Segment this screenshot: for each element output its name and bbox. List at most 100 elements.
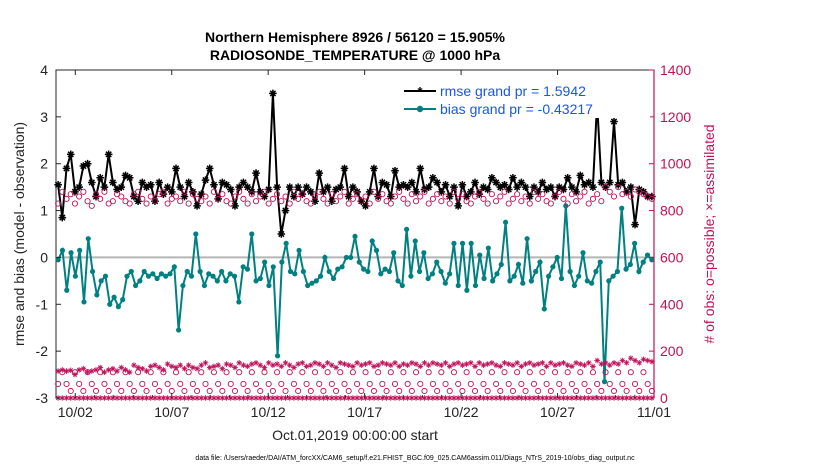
obs-possible-point [316,188,323,195]
obs-assimilated-point [206,395,213,401]
rmse-point [210,181,218,189]
obs-assimilated-point [451,361,457,367]
obs-possible-point [252,198,260,205]
obs-assimilated-point [177,362,184,368]
bias-point [434,259,440,265]
rmse-point [601,183,610,191]
bias-point [98,278,104,284]
series-5 [55,395,655,401]
obs-assimilated-point [185,395,192,401]
obs-possible-point [379,380,386,387]
rmse-point [584,178,593,187]
bias-point [537,259,543,265]
obs-possible-point [227,380,234,387]
bias-point [292,271,298,277]
obs-assimilated-point [198,395,205,401]
obs-assimilated-point [249,361,255,367]
bias-point [619,205,625,211]
obs-assimilated-point [619,395,626,401]
obs-assimilated-point [173,395,179,401]
obs-assimilated-point [324,360,331,366]
obs-assimilated-point [257,362,264,368]
obs-possible-point [362,193,369,200]
rmse-point [399,181,408,189]
bias-point [554,254,560,261]
rmse-point [197,190,206,198]
rmse-point [163,183,172,191]
obs-possible-point [476,369,483,376]
obs-assimilated-point [413,395,419,401]
rmse-point [483,185,492,194]
bias-point [163,273,169,279]
obs-assimilated-point [169,363,175,370]
obs-assimilated-point [303,363,310,370]
obs-assimilated-point [215,395,221,401]
obs-possible-point [379,191,386,198]
bias-point [219,268,225,275]
bias-point [404,226,410,232]
obs-assimilated-point [105,367,112,373]
obs-possible-point [97,195,104,202]
obs-assimilated-point [307,362,314,368]
obs-possible-point [55,200,62,207]
obs-assimilated-point [118,395,125,401]
obs-possible-point [257,193,264,200]
obs-assimilated-point [240,362,247,368]
rmse-point [454,202,462,210]
obs-assimilated-point [577,361,584,367]
obs-possible-point [493,380,500,387]
obs-possible-point [610,193,618,200]
obs-possible-point [265,200,272,207]
obs-assimilated-point [345,395,352,401]
rmse-point [479,183,488,191]
obs-possible-point [438,369,445,376]
rmse-point [412,188,420,196]
obs-possible-point [425,369,432,376]
obs-possible-point [231,193,239,200]
bias-point [451,240,457,246]
obs-possible-point [560,195,567,202]
obs-possible-point [265,380,272,387]
obs-assimilated-point [114,395,120,401]
obs-assimilated-point [425,395,432,401]
obs-assimilated-point [539,360,546,366]
rmse-point [214,195,222,203]
obs-assimilated-point [409,360,415,366]
rmse-point [462,192,471,201]
rmse-point [71,188,79,196]
obs-assimilated-point [413,361,419,367]
y-tick-label-right: 600 [660,249,684,265]
obs-possible-point [269,387,276,395]
obs-possible-point [560,387,567,395]
obs-assimilated-point [379,395,386,401]
bias-point [640,259,646,265]
obs-assimilated-point [215,362,221,368]
obs-possible-point [471,387,479,395]
obs-possible-point [358,387,365,395]
obs-possible-point [63,380,70,387]
obs-assimilated-point [632,357,638,364]
obs-possible-point [316,380,323,387]
obs-possible-point [547,387,554,395]
obs-possible-point [126,200,133,207]
obs-possible-point [530,188,538,195]
obs-possible-point [551,193,559,200]
obs-possible-point [577,193,584,200]
obs-possible-point [236,188,243,195]
obs-assimilated-point [560,395,567,401]
legend-bias-marker [416,105,424,113]
bias-point [550,264,556,270]
y-tick-label-left: 1 [40,203,48,219]
obs-assimilated-point [522,395,529,401]
rmse-point [416,164,425,173]
obs-possible-point [488,191,495,198]
rmse-point [408,178,416,187]
bias-point [412,238,418,244]
bias-point [201,282,208,289]
rmse-point [231,202,239,210]
obs-assimilated-point [206,364,213,371]
obs-assimilated-point [480,362,487,368]
bias-point [305,282,311,289]
obs-possible-point [514,369,521,376]
series-3 [55,184,655,209]
